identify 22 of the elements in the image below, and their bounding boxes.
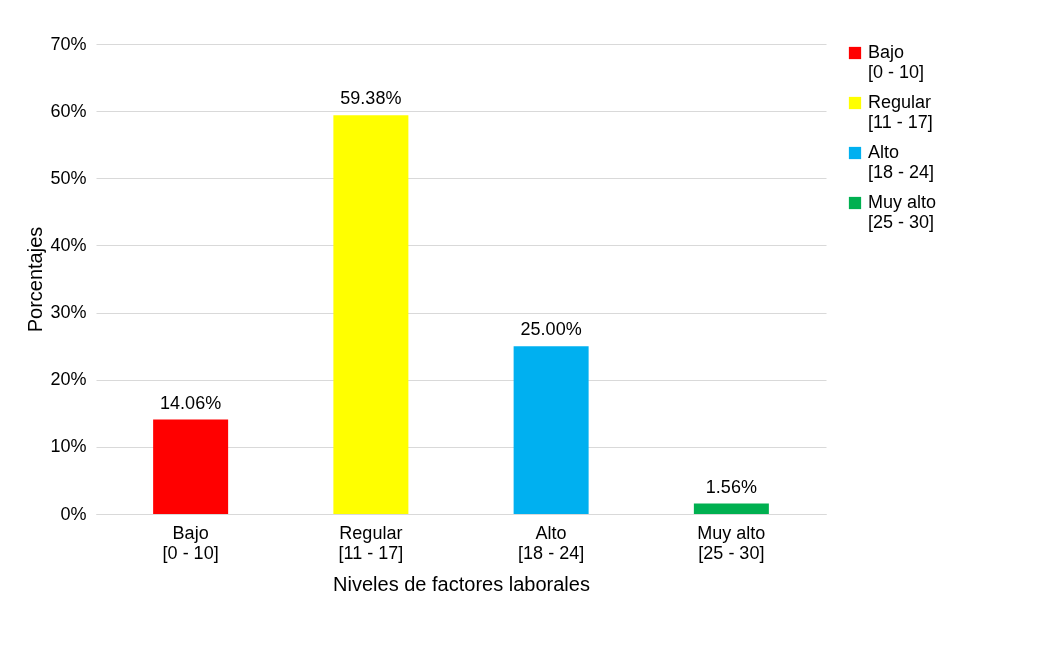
data-label: 25.00% bbox=[520, 319, 582, 340]
y-tick-label: 30% bbox=[50, 302, 87, 323]
y-tick-label: 0% bbox=[60, 503, 87, 524]
x-tick-label: Alto [18 - 24] bbox=[518, 522, 585, 563]
legend-label: Regular [11 - 17] bbox=[868, 92, 933, 132]
x-axis-title: Niveles de factores laborales bbox=[333, 572, 590, 595]
y-tick-label: 70% bbox=[50, 33, 87, 54]
y-tick-label: 50% bbox=[50, 167, 87, 188]
x-tick-label: Regular [11 - 17] bbox=[338, 522, 404, 563]
data-label: 59.38% bbox=[340, 88, 402, 109]
y-tick-label: 40% bbox=[50, 234, 87, 255]
x-tick-label: Muy alto [25 - 30] bbox=[697, 522, 766, 563]
data-label: 14.06% bbox=[160, 392, 222, 413]
y-tick-label: 60% bbox=[50, 100, 87, 121]
legend-label: Muy alto [25 - 30] bbox=[868, 192, 937, 232]
legend-label: Alto [18 - 24] bbox=[868, 142, 935, 182]
legend-label: Bajo [0 - 10] bbox=[868, 42, 925, 82]
y-tick-label: 20% bbox=[50, 369, 87, 390]
x-tick-label: Bajo [0 - 10] bbox=[162, 522, 219, 563]
y-tick-label: 10% bbox=[50, 436, 87, 457]
y-axis-title: Porcentajes bbox=[24, 226, 47, 333]
data-label: 1.56% bbox=[705, 476, 757, 497]
